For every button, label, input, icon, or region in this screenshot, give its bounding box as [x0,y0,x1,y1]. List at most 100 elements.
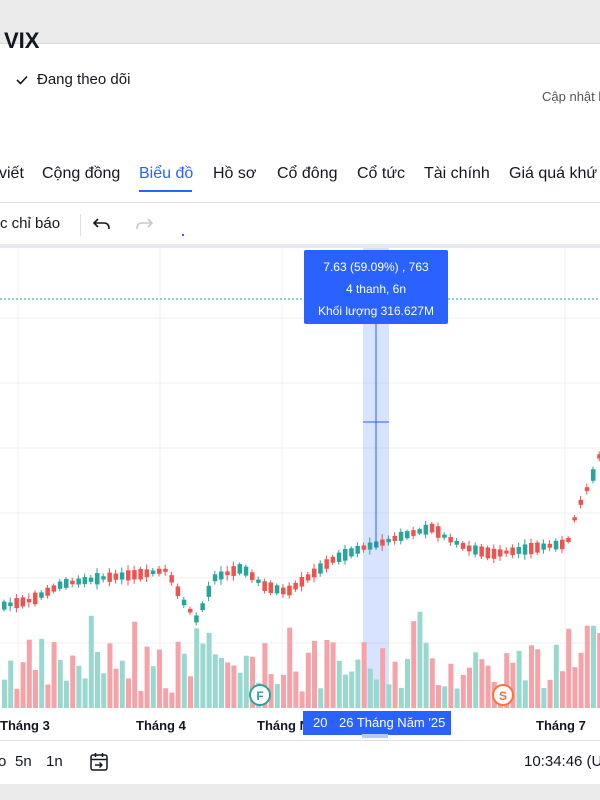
candle-body [411,530,416,536]
tooltip-volume: Khối lượng 316.627M [318,304,434,318]
volume-bar [150,666,156,708]
x-label-thang-4: Tháng 4 [136,718,186,733]
candle-body [293,582,298,590]
x-selection-handle [362,734,388,738]
candle-body [473,545,478,555]
volume-bar [287,627,293,708]
volume-bar [274,684,280,708]
check-icon [16,75,28,85]
volume-bar [460,674,466,708]
undo-icon[interactable] [92,214,112,234]
volume-bar [26,639,32,708]
volume-bar [82,678,88,708]
volume-bar [597,633,600,708]
candle-body [442,534,447,538]
volume-bar [386,684,392,708]
candle-body [367,542,373,550]
volume-bar [268,674,274,708]
volume-bar [547,679,553,708]
candle-body [33,592,38,605]
volume-bar [219,658,224,708]
candle-body [392,535,398,542]
volume-bar [39,638,45,708]
tooltip-change: 7.63 (59.09%) , 763 [323,260,429,274]
candle-body [219,571,224,580]
candle-body [541,543,546,550]
chart-top-bar [0,244,600,248]
candle-body [553,540,559,550]
candle-body [535,542,540,553]
volume-bar [169,692,175,708]
volume-bar [126,678,131,708]
redo-icon[interactable] [134,214,154,234]
volume-bar [76,665,82,708]
event-marker-f[interactable]: F [249,684,271,706]
volume-bar [522,680,528,708]
event-marker-s[interactable]: S [492,684,514,706]
volume-bar [70,655,76,708]
candle-body [498,549,503,557]
indicators-button[interactable]: c chỉ báo [0,215,61,232]
volume-bar [479,659,485,708]
range-1d-button[interactable]: 1n [46,753,63,770]
volume-bar [330,642,336,708]
range-5d-button[interactable]: 5n [15,753,32,770]
tab-viet[interactable]: viết [0,165,24,182]
candle-body [250,572,255,581]
candle-body [107,572,112,582]
event-marker-f-label: F [256,689,263,703]
volume-bar [361,642,367,708]
candle-body [138,568,143,580]
toolbar-dot [182,234,184,236]
volume-bar [318,688,324,708]
volume-bar [14,688,20,708]
tab-shareholders[interactable]: Cổ đông [277,165,338,182]
candle-body [206,585,212,597]
candle-body [312,568,317,578]
candle-body [405,531,410,539]
volume-bar [392,661,398,708]
volume-bar [429,658,435,708]
candle-body [163,568,168,572]
tooltip-bars: 4 thanh, 6n [345,282,407,296]
volume-bar [553,644,559,708]
volume-bar [200,643,206,708]
volume-bar [485,665,491,708]
candle-body [8,602,13,607]
tabs-divider [0,202,600,203]
tab-financials[interactable]: Tài chính [424,165,490,182]
candle-body [39,592,44,598]
candle-body [76,578,81,585]
volume-bar [231,665,237,708]
ticker-title: VIX [4,28,40,53]
candle-body [491,548,497,559]
volume-bar [8,660,14,708]
volume-bar [467,667,472,708]
candle-body [200,603,205,611]
candle-body [436,526,441,538]
candle-body [212,574,218,582]
tab-dividends[interactable]: Cổ tức [357,165,406,182]
candle-body [318,563,323,574]
candle-body [529,542,534,555]
range-partial-button[interactable]: o [0,753,7,770]
price-chart[interactable]: F S [0,248,600,708]
calendar-icon[interactable] [88,751,110,773]
tab-price-history[interactable]: Giá quá khứ [509,165,598,182]
candle-body [144,569,150,578]
candle-body [566,537,571,543]
follow-status[interactable]: Đang theo dõi [15,71,130,88]
volume-bar [163,688,169,708]
bottom-bar: o 5n 1n 10:34:46 (U [0,740,600,783]
volume-bar [349,671,355,708]
volume-bar [237,672,243,708]
volume-bar [336,660,342,708]
toolbar-divider [80,214,81,236]
tab-profile[interactable]: Hồ sơ [213,165,257,182]
candle-body [101,576,106,580]
volume-bar [516,650,522,708]
tab-community[interactable]: Cộng đồng [42,165,121,182]
volume-bar [380,648,386,708]
tab-chart[interactable]: Biểu đồ [139,165,194,182]
candle-body [522,544,528,555]
